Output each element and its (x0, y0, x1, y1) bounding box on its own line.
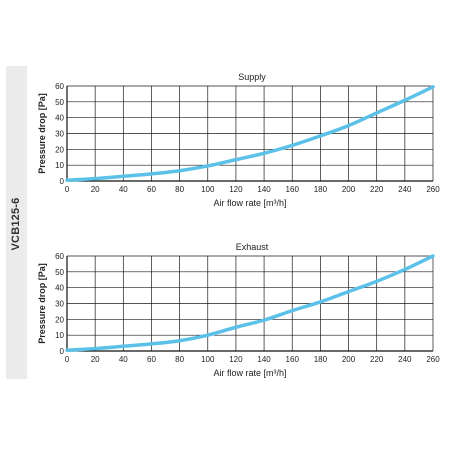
x-tick-label: 160 (286, 355, 300, 364)
chart-supply: 0 20 40 60 80 100 120 140 160 180 200 220 240 260 0 10 2… (37, 72, 440, 208)
x-tick-label: 40 (119, 185, 128, 194)
x-tick-label: 100 (201, 355, 215, 364)
x-tick-label: 80 (175, 185, 184, 194)
y-tick-label: 30 (55, 130, 64, 139)
x-axis-label: Air flow rate [m³/h] (213, 368, 286, 378)
y-tick-label: 20 (55, 145, 64, 154)
x-tick-label: 200 (342, 185, 356, 194)
x-tick-label: 240 (398, 355, 412, 364)
y-axis-label: Pressure drop [Pa] (37, 93, 47, 174)
x-tick-label: 60 (147, 355, 156, 364)
x-tick-label: 220 (370, 355, 384, 364)
y-tick-label: 10 (55, 331, 64, 340)
x-tick-label: 140 (257, 185, 271, 194)
y-tick-label: 60 (55, 82, 64, 91)
x-tick-label: 260 (426, 185, 440, 194)
x-tick-label: 120 (229, 355, 243, 364)
y-tick-label: 40 (55, 114, 64, 123)
y-tick-label: 20 (55, 315, 64, 324)
y-tick-label: 30 (55, 300, 64, 309)
y-tick-label: 50 (55, 268, 64, 277)
x-tick-label: 0 (65, 185, 70, 194)
x-tick-label: 120 (229, 185, 243, 194)
series-line (65, 254, 435, 352)
x-tick-label: 140 (257, 355, 271, 364)
series-line (65, 85, 435, 182)
y-tick-label: 0 (60, 177, 65, 186)
y-tick-label: 40 (55, 284, 64, 293)
x-tick-label: 40 (119, 355, 128, 364)
x-tick-label: 220 (370, 185, 384, 194)
x-tick-label: 180 (314, 355, 328, 364)
y-tick-label: 50 (55, 98, 64, 107)
x-tick-label: 20 (91, 355, 100, 364)
x-tick-label: 200 (342, 355, 356, 364)
x-tick-label: 80 (175, 355, 184, 364)
x-tick-label: 180 (314, 185, 328, 194)
y-tick-label: 0 (60, 347, 65, 356)
chart-exhaust: 0 20 40 60 80 100 120 140 160 180 200 220 240 260 0 10 2… (37, 242, 440, 378)
chart-title: Exhaust (236, 242, 269, 252)
x-axis-label: Air flow rate [m³/h] (213, 198, 286, 208)
y-axis-label: Pressure drop [Pa] (37, 263, 47, 344)
chart-title: Supply (238, 72, 266, 82)
x-tick-label: 240 (398, 185, 412, 194)
x-tick-label: 160 (286, 185, 300, 194)
x-tick-label: 260 (426, 355, 440, 364)
x-tick-label: 60 (147, 185, 156, 194)
x-tick-label: 100 (201, 185, 215, 194)
x-tick-label: 20 (91, 185, 100, 194)
x-tick-label: 0 (65, 355, 70, 364)
y-tick-label: 60 (55, 252, 64, 261)
sidebar-panel (6, 66, 27, 379)
y-tick-label: 10 (55, 161, 64, 170)
